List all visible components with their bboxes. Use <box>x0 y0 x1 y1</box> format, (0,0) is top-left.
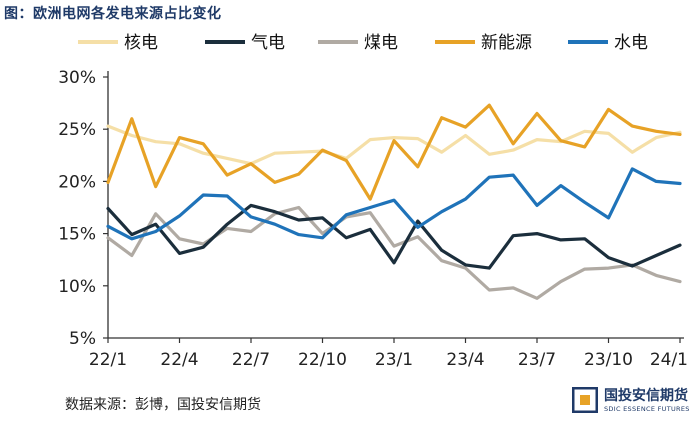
series-line-hydro <box>106 167 682 241</box>
logo-text-cn: 国投安信期货 <box>604 388 688 404</box>
brand-logo: 国投安信期货 SDIC ESSENCE FUTURES <box>572 384 698 418</box>
x-tick-label: 22/7 <box>232 350 270 370</box>
logo-mark-icon <box>572 387 598 413</box>
y-tick-label: 30% <box>58 68 96 88</box>
y-axis: 30% 25% 20% 15% 10% 5% <box>58 68 109 349</box>
x-tick-label: 24/1 <box>650 350 688 370</box>
y-tick-label: 15% <box>58 225 96 245</box>
x-tick-label: 23/10 <box>584 350 633 370</box>
x-axis: 22/1 22/4 22/7 22/10 23/1 23/4 23/7 23/10 24/1 <box>89 337 688 370</box>
legend-label-coal: 煤电 <box>364 33 398 53</box>
x-tick-label: 22/4 <box>160 350 198 370</box>
x-tick-label: 23/4 <box>446 350 484 370</box>
legend-label-renewable: 新能源 <box>481 33 532 53</box>
x-tick-label: 22/1 <box>89 350 127 370</box>
legend-label-nuclear: 核电 <box>124 33 158 53</box>
y-tick-label: 20% <box>58 172 96 192</box>
source-note: 数据来源：彭博，国投安信期货 <box>65 397 261 413</box>
line-chart: 核电 气电 煤电 新能源 水电 30%25%20%15%10%5% 22/1 22/4 22… <box>58 33 688 370</box>
series-line-nuclear <box>106 124 682 166</box>
y-tick-label: 25% <box>58 120 96 140</box>
legend-label-hydro: 水电 <box>614 33 648 53</box>
series-line-renewable <box>106 103 682 201</box>
legend-label-gas: 气电 <box>251 33 285 53</box>
chart-legend: 核电 气电 煤电 新能源 水电 <box>78 33 648 53</box>
logo-text-en: SDIC ESSENCE FUTURES <box>604 405 690 413</box>
series-line-gas <box>106 203 682 270</box>
series-line-coal <box>106 205 682 300</box>
figure-title: 图：欧洲电网各发电来源占比变化 <box>4 6 222 22</box>
x-tick-label: 22/10 <box>298 350 347 370</box>
y-tick-label: 5% <box>69 329 96 349</box>
y-tick-label: 10% <box>58 277 96 297</box>
x-tick-label: 23/7 <box>518 350 556 370</box>
x-tick-label: 23/1 <box>375 350 413 370</box>
series-layer <box>106 103 682 300</box>
